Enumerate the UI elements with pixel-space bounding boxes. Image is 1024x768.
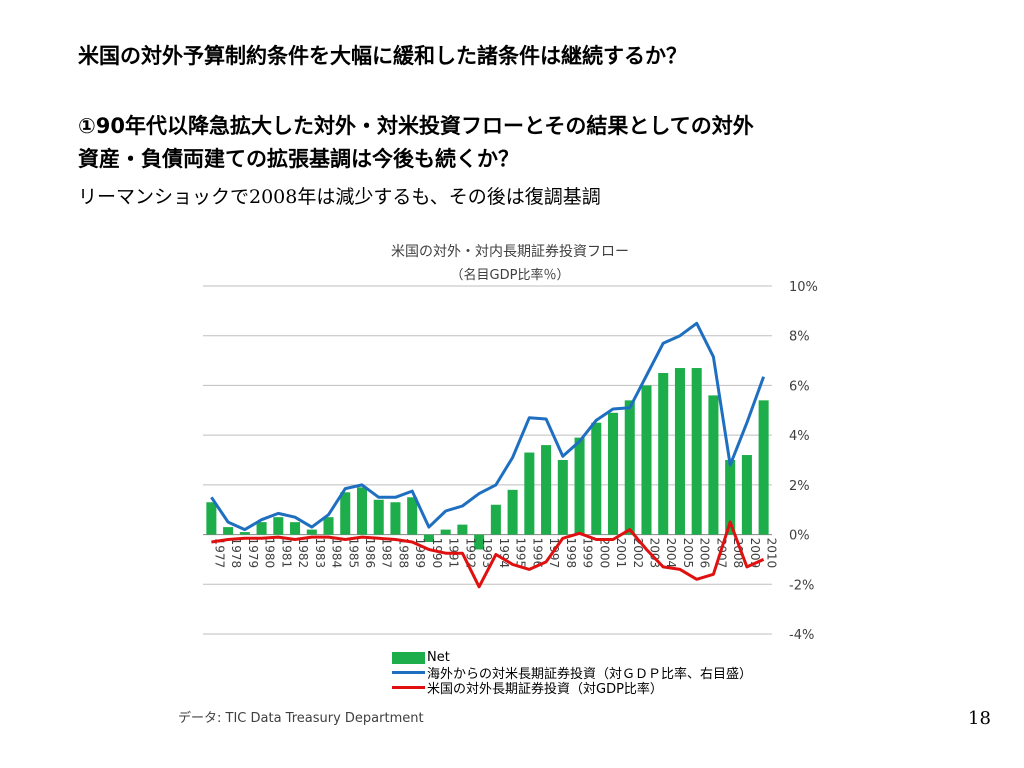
x-tick-label: 1979	[246, 538, 260, 569]
bar	[541, 445, 552, 535]
bar	[507, 489, 518, 535]
bar	[407, 497, 418, 535]
legend-swatch-outflow	[392, 686, 425, 689]
series-line-outflow	[211, 520, 765, 589]
y-tick-label: 6%	[789, 379, 810, 394]
bar	[206, 502, 217, 535]
bar	[474, 534, 485, 550]
y-tick-label: 0%	[789, 529, 810, 544]
heading-line-2: 資産・負債両建ての拡張基調は今後も続くか？	[78, 147, 519, 171]
bar	[239, 532, 250, 535]
y-tick-label: 2%	[789, 479, 810, 494]
bar	[624, 400, 635, 535]
data-source: データ: TIC Data Treasury Department	[178, 711, 424, 726]
y-tick-label: 4%	[789, 429, 810, 444]
bar	[256, 522, 267, 535]
y-tick-label: -2%	[789, 578, 814, 593]
legend-item-net: Net	[392, 650, 752, 665]
bar	[674, 368, 685, 535]
slide-heading: ①90年代以降急拡大した対外・対米投資フローとその結果としての対外 資産・負債両…	[78, 110, 754, 176]
x-tick-label: 2002	[631, 538, 645, 569]
x-tick-label: 2001	[614, 538, 628, 569]
x-tick-label: 1984	[330, 538, 344, 569]
x-tick-label: 1992	[463, 538, 477, 569]
x-tick-label: 1995	[514, 538, 528, 569]
x-tick-label: 1980	[263, 538, 277, 569]
legend-label-outflow: 米国の対外長期証券投資（対GDP比率）	[427, 682, 663, 697]
x-tick-label: 1987	[380, 538, 394, 569]
x-tick-label: 1993	[480, 538, 494, 569]
bar	[591, 422, 602, 535]
chart-legend: Net 海外からの対米長期証券投資（対ＧＤＰ比率、右目盛） 米国の対外長期証券投…	[392, 650, 753, 697]
bar	[557, 460, 568, 535]
bar	[708, 395, 719, 535]
bar	[356, 487, 368, 535]
bar	[658, 373, 669, 535]
bar	[373, 499, 384, 535]
x-tick-label: 1982	[296, 538, 310, 569]
heading-line-1: ①90年代以降急拡大した対外・対米投資フローとその結果としての対外	[78, 114, 754, 138]
bar	[607, 412, 619, 535]
series-line-inflow	[210, 321, 766, 532]
legend-label-net: Net	[427, 650, 450, 665]
x-tick-label: 2005	[681, 538, 695, 569]
bar	[741, 455, 752, 535]
legend-swatch-net	[392, 651, 425, 664]
bar	[340, 492, 351, 535]
bar	[457, 524, 468, 535]
bar	[390, 502, 401, 535]
x-tick-label: 2004	[664, 538, 678, 569]
x-tick-label: 1983	[313, 538, 327, 569]
x-tick-label: 1988	[396, 538, 410, 569]
x-tick-label: 1985	[346, 538, 360, 569]
x-tick-label: 1996	[530, 538, 544, 569]
y-tick-label: 10%	[789, 280, 818, 295]
bar	[290, 522, 301, 535]
bar	[691, 368, 702, 535]
x-tick-label: 1998	[564, 538, 578, 569]
bar	[423, 534, 434, 543]
x-tick-label: 1981	[279, 538, 293, 569]
legend-item-outflow: 米国の対外長期証券投資（対GDP比率）	[392, 680, 752, 697]
chart-title: 米国の対外・対内長期証券投資フロー	[391, 244, 629, 260]
bar	[440, 529, 451, 535]
bar	[524, 452, 535, 535]
y-tick-label: -4%	[789, 628, 814, 643]
x-tick-label: 2000	[597, 538, 611, 569]
slide-subline: リーマンショックで2008年は減少するも、その後は復調基調	[78, 186, 601, 208]
bar	[725, 460, 736, 535]
page-number: 18	[968, 708, 991, 729]
x-tick-label: 1978	[229, 538, 243, 569]
bar	[223, 527, 234, 535]
x-tick-label: 1999	[581, 538, 595, 569]
x-tick-label: 1986	[363, 538, 377, 569]
x-tick-label: 2010	[765, 538, 779, 569]
slide-title: 米国の対外予算制約条件を大幅に緩和した諸条件は継続するか？	[78, 44, 687, 68]
y-tick-label: 8%	[789, 330, 810, 345]
bar	[758, 400, 769, 535]
x-tick-label: 2006	[698, 538, 712, 569]
bar	[490, 504, 501, 535]
chart-subtitle: （名目GDP比率％）	[450, 268, 570, 283]
x-tick-label: 2008	[731, 538, 745, 569]
x-tick-label: 1990	[430, 538, 444, 569]
bar	[273, 517, 284, 535]
legend-item-inflow: 海外からの対米長期証券投資（対ＧＤＰ比率、右目盛）	[392, 665, 753, 682]
bar	[574, 437, 585, 535]
bar	[323, 517, 334, 535]
x-tick-label: 1977	[212, 538, 226, 569]
legend-swatch-inflow	[392, 671, 425, 674]
legend-label-inflow: 海外からの対米長期証券投資（対ＧＤＰ比率、右目盛）	[427, 667, 753, 682]
bar	[306, 529, 317, 535]
bar	[641, 385, 652, 535]
